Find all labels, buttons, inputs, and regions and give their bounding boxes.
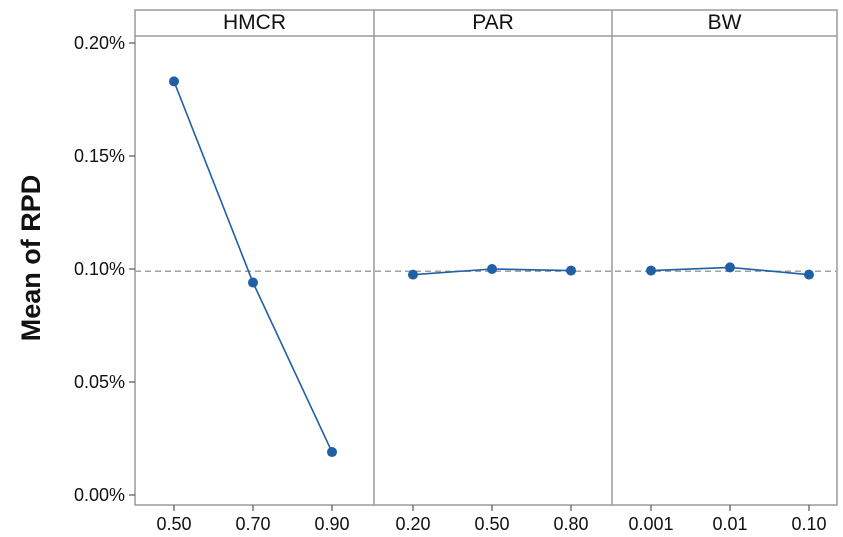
x-tick-label: 0.001 (628, 514, 673, 534)
x-tick-label: 0.50 (156, 514, 191, 534)
data-point (248, 277, 258, 288)
panel-title-par: PAR (472, 11, 514, 34)
plot-frame (134, 9, 838, 506)
series-line-hmcr (173, 81, 333, 453)
y-tick-label: 0.15% (74, 146, 125, 166)
data-point (327, 447, 337, 458)
x-tick-label: 0.20 (395, 514, 430, 534)
x-tick-label: 0.70 (235, 514, 270, 534)
x-tick-label: 0.90 (314, 514, 349, 534)
x-tick-label: 0.50 (474, 514, 509, 534)
data-point (566, 265, 576, 276)
data-point (646, 265, 656, 276)
x-tick-label: 0.10 (791, 514, 826, 534)
y-tick-label: 0.20% (74, 33, 125, 53)
data-point (169, 76, 179, 87)
x-tick-label: 0.01 (712, 514, 747, 534)
y-tick-label: 0.05% (74, 372, 125, 392)
y-axis-title: Mean of RPD (16, 175, 46, 342)
x-tick-label: 0.80 (553, 514, 588, 534)
data-point (408, 269, 418, 280)
data-point (804, 269, 814, 280)
data-point (487, 264, 497, 274)
panel-title-bw: BW (708, 11, 742, 34)
data-point (725, 262, 735, 273)
y-tick-label: 0.00% (74, 485, 125, 505)
panel-title-hmcr: HMCR (223, 11, 286, 34)
y-tick-label: 0.10% (74, 259, 125, 279)
